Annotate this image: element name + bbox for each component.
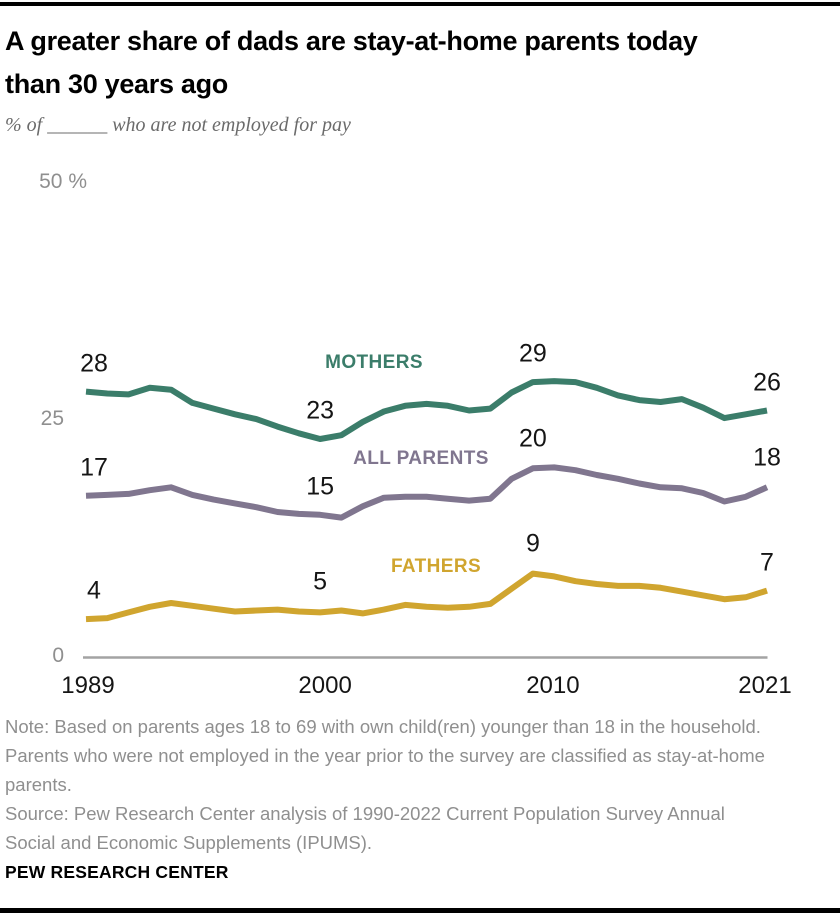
data-label-mothers-2000: 23	[306, 396, 334, 425]
chart-source: Source: Pew Research Center analysis of …	[5, 803, 725, 853]
data-label-all-parents-2000: 15	[306, 472, 334, 501]
data-label-all-parents-2021: 18	[753, 443, 781, 472]
data-label-fathers-1989: 4	[87, 576, 101, 605]
y-axis-tick-0: 0	[52, 644, 64, 667]
chart-title: A greater share of dads are stay-at-home…	[5, 26, 698, 99]
y-axis-tick-50: 50 %	[39, 170, 87, 193]
line-fathers	[85, 570, 768, 623]
data-label-all-parents-1989: 17	[80, 453, 108, 482]
series-label-mothers: MOTHERS	[325, 352, 423, 373]
x-axis-tick-2010: 2010	[526, 672, 580, 699]
pew-research-center-wordmark: PEW RESEARCH CENTER	[5, 862, 229, 882]
series-label-all-parents: ALL PARENTS	[353, 448, 489, 469]
series-label-fathers: FATHERS	[390, 556, 482, 577]
data-label-fathers-2021: 7	[760, 548, 774, 577]
bottom-rule	[0, 908, 840, 913]
data-label-mothers-2010: 29	[519, 339, 547, 368]
x-axis-tick-2000: 2000	[298, 672, 352, 699]
data-label-fathers-2000: 5	[313, 567, 328, 596]
data-label-all-parents-2010: 20	[519, 424, 547, 453]
y-axis-tick-25: 25	[40, 407, 64, 430]
data-label-mothers-1989: 28	[80, 349, 108, 378]
top-rule	[0, 2, 840, 6]
x-axis-tick-2021: 2021	[738, 672, 792, 699]
chart-note: Note: Based on parents ages 18 to 69 wit…	[5, 716, 765, 795]
data-label-mothers-2021: 26	[753, 368, 781, 397]
line-mothers	[85, 378, 768, 442]
line-all-parents	[85, 464, 769, 521]
data-label-fathers-2010: 9	[525, 529, 540, 558]
chart-subtitle: % of ______ who are not employed for pay	[5, 114, 351, 136]
x-axis-tick-1989: 1989	[61, 672, 115, 699]
